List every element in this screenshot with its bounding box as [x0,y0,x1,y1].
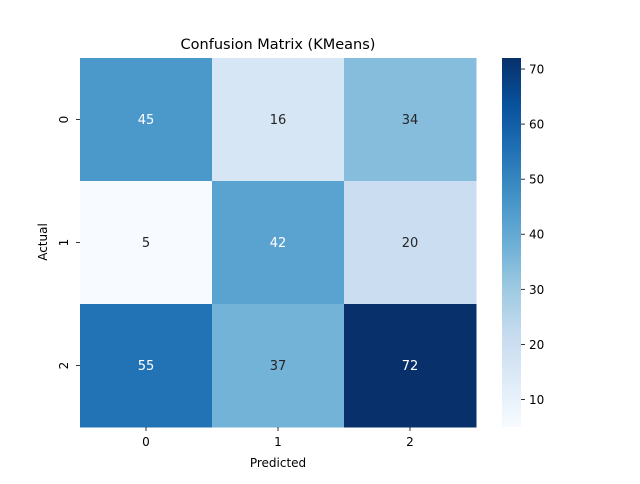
y-axis: 0 1 2 [57,116,80,370]
heatmap-cell [212,181,345,305]
y-tick-label: 0 [57,116,71,124]
colorbar-tick-label: 20 [529,338,544,352]
heatmap-cell [80,58,213,182]
y-axis-label: Actual [36,223,50,261]
heatmap-cell [212,58,345,182]
heatmap-cell [212,304,345,428]
cell-value-label: 55 [138,359,155,374]
colorbar-tick-label: 10 [529,393,544,407]
heatmap-cells [80,58,477,428]
y-tick-label: 1 [57,239,71,247]
colorbar-ticks: 10 20 30 40 50 60 70 [521,63,544,407]
x-axis-label: Predicted [250,456,306,470]
heatmap-cell [80,304,213,428]
x-tick-label: 0 [142,435,150,449]
chart-title: Confusion Matrix (KMeans) [181,37,376,53]
colorbar-tick-label: 50 [529,173,544,187]
cell-value-label: 34 [402,113,419,128]
colorbar-tick-label: 30 [529,283,544,297]
cell-value-label: 42 [270,236,287,251]
heatmap-cell [344,181,477,305]
colorbar-tick-label: 40 [529,228,544,242]
cell-value-label: 45 [138,113,155,128]
heatmap-cell [344,58,477,182]
y-tick-label: 2 [57,362,71,370]
cell-value-label: 72 [402,359,419,374]
colorbar [502,58,521,427]
cell-value-label: 5 [142,236,150,251]
heatmap-cell [80,181,213,305]
cell-annotations: 45 16 34 5 42 20 55 37 72 [138,113,419,374]
colorbar-tick-label: 70 [529,63,544,77]
heatmap-cell [344,304,477,428]
colorbar-tick-label: 60 [529,118,544,132]
cell-value-label: 16 [270,113,287,128]
x-axis: 0 1 2 [142,427,414,449]
cell-value-label: 20 [402,236,419,251]
cell-value-label: 37 [270,359,287,374]
x-tick-label: 2 [406,435,414,449]
x-tick-label: 1 [274,435,282,449]
